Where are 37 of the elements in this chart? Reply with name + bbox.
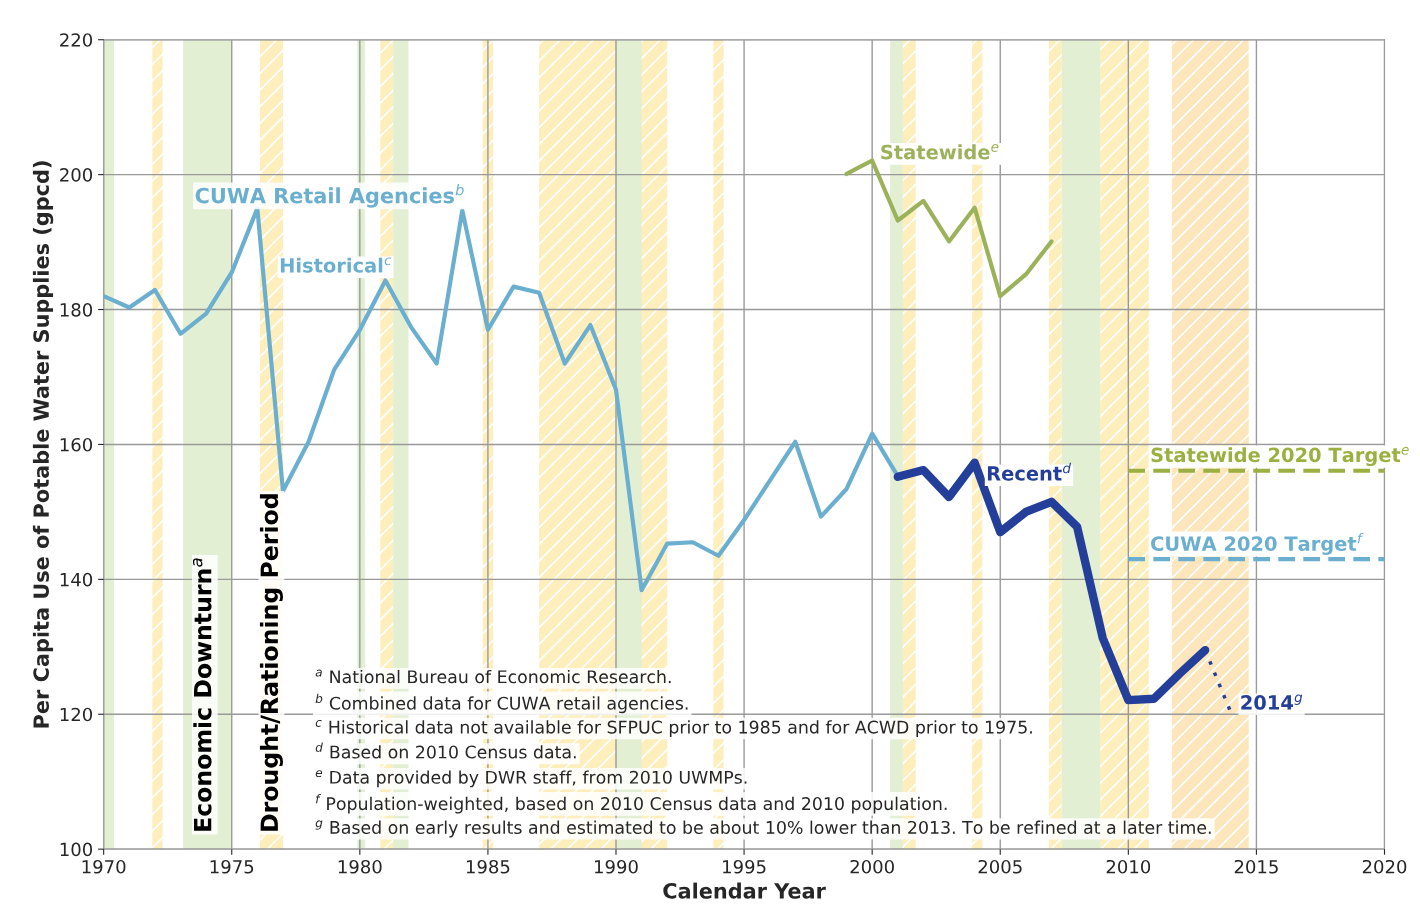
annotation: Economic Downturn$^{a}$ [192, 558, 212, 831]
y-axis-title: Per Capita Use of Potable Water Supplies (gpcd) [32, 161, 54, 728]
annotation: $^{c}$ Historical data not available for SFPUC prior to 1985 and for ACWD prior to 1975. [315, 719, 1032, 738]
x-tick-label: 1985 [466, 859, 510, 874]
series-label: Statewide$^{e}$ [881, 144, 999, 160]
y-tick-label: 140 [60, 572, 93, 587]
x-tick-label: 1980 [338, 859, 382, 874]
x-tick-label: 2010 [1106, 859, 1151, 874]
annotation: $^{g}$ Based on early results and estimated to be about 10% lower than 2013. To be refined at a later time. [315, 820, 1211, 838]
x-axis-title: Calendar Year [663, 882, 826, 899]
x-tick-label: 2020 [1362, 859, 1407, 874]
y-tick-label: 220 [60, 33, 93, 47]
series-label: Statewide 2020 Target$^{e}$ [1151, 446, 1409, 467]
line-series [844, 158, 1054, 299]
series-label: Recent$^{d}$ [987, 462, 1072, 481]
x-tick-label: 2000 [850, 859, 894, 874]
series-label: Historical$^{c}$ [280, 257, 392, 273]
annotation: $^{e}$ Data provided by DWR staff, from 2010 UWMPs. [315, 770, 747, 788]
x-tick-label: 2005 [978, 859, 1022, 874]
annotation: 2014$^{g}$ [1241, 694, 1303, 710]
x-tick-label: 1970 [82, 859, 126, 874]
annotation: $^{d}$ Based on 2010 Census data. [315, 742, 576, 759]
annotation: $^{f}$ Population-weighted, based on 2010 Census data and 2010 population. [315, 794, 947, 814]
y-tick-label: 160 [60, 437, 93, 452]
y-tick-label: 100 [60, 842, 93, 857]
x-tick-label: 1975 [210, 859, 254, 874]
annotation: $^{b}$ Combined data for CUWA retail agencies. [315, 693, 688, 714]
y-tick-label: 180 [60, 303, 93, 317]
x-tick-label: 2015 [1234, 859, 1278, 874]
annotation: Drought/Rationing Period [259, 494, 283, 831]
annotation: CUWA Retail Agencies$^{b}$ [195, 184, 464, 208]
y-tick-label: 120 [60, 707, 93, 722]
series-label: CUWA 2020 Target$^{f}$ [1151, 532, 1364, 555]
y-tick-label: 200 [60, 168, 93, 182]
x-tick-label: 1995 [723, 859, 766, 874]
x-tick-label: 1990 [595, 859, 638, 874]
annotation: $^{a}$ National Bureau of Economic Research. [315, 669, 671, 684]
